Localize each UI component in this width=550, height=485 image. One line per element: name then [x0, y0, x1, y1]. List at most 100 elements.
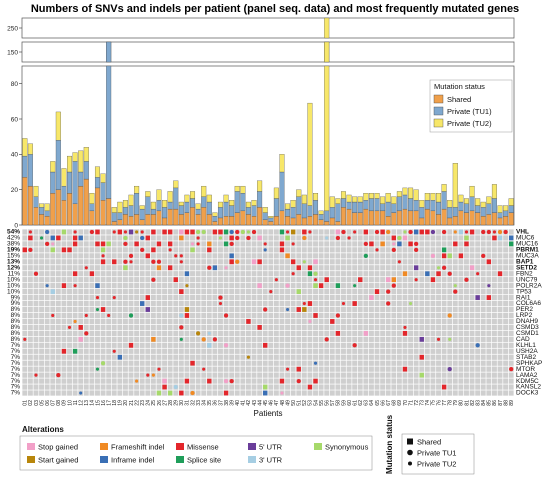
grid-cell — [184, 330, 190, 337]
mutation-tu2-mark — [246, 230, 250, 234]
grid-cell — [139, 390, 145, 396]
grid-cell — [441, 235, 447, 241]
bar-segment — [44, 210, 50, 217]
grid-cell — [156, 247, 162, 253]
grid-cell — [229, 366, 235, 372]
grid-cell — [324, 294, 330, 301]
bar-segment — [245, 207, 251, 215]
grid-cell — [50, 253, 56, 259]
grid-cell — [145, 378, 151, 384]
bar-segment — [285, 208, 291, 217]
mutation-shared-mark — [145, 235, 150, 241]
grid-cell — [491, 330, 497, 337]
patient-id: 56 — [325, 400, 331, 406]
gene-frequency: 7% — [11, 348, 21, 355]
grid-cell — [447, 241, 453, 247]
grid-cell — [67, 306, 72, 313]
grid-cell — [341, 318, 346, 325]
bar-segment — [201, 185, 207, 197]
mutation-shared-mark — [307, 271, 313, 277]
grid-cell — [341, 354, 346, 360]
grid-cell — [329, 354, 335, 360]
mutation-shared-mark — [179, 229, 184, 235]
grid-cell — [313, 342, 318, 348]
grid-cell — [44, 390, 50, 396]
patient-id: 44 — [257, 400, 263, 406]
grid-cell — [402, 384, 408, 390]
bar-segment — [408, 210, 414, 226]
grid-cell — [61, 318, 67, 325]
grid-cell — [106, 354, 112, 360]
grid-cell — [245, 288, 251, 295]
bar-segment — [408, 198, 414, 212]
grid-cell — [117, 378, 123, 384]
grid-cell — [111, 283, 117, 289]
patient-id: 51 — [297, 400, 303, 406]
grid-cell — [145, 283, 151, 289]
grid-cell — [39, 247, 45, 253]
grid-cell — [503, 324, 509, 331]
grid-cell — [480, 384, 486, 390]
alteration-label: Inframe indel — [111, 456, 155, 465]
grid-cell — [374, 265, 380, 271]
patient-id: 63 — [364, 400, 370, 406]
grid-cell — [206, 306, 212, 313]
bar-segment — [441, 208, 447, 226]
grid-cell — [313, 372, 318, 378]
grid-cell — [408, 384, 414, 390]
bar-segment — [329, 207, 335, 219]
grid-cell — [313, 229, 318, 235]
grid-cell — [72, 330, 78, 337]
patient-id: 29 — [174, 400, 180, 406]
grid-cell — [447, 318, 453, 325]
grid-cell — [44, 265, 50, 271]
bar-segment — [324, 221, 330, 226]
grid-cell — [39, 253, 45, 259]
grid-cell — [89, 265, 95, 271]
bar-segment — [55, 140, 61, 190]
grid-cell — [61, 265, 67, 271]
grid-cell — [50, 265, 56, 271]
grid-cell — [301, 312, 307, 319]
grid-cell — [195, 384, 201, 390]
grid-cell — [223, 372, 229, 378]
mutation-shared-mark — [22, 247, 27, 253]
grid-cell — [206, 229, 212, 235]
grid-cell — [134, 372, 140, 378]
bar-segment — [240, 193, 246, 212]
grid-cell — [346, 306, 352, 313]
grid-cell — [150, 348, 156, 354]
grid-cell — [491, 390, 497, 396]
grid-cell — [156, 235, 162, 241]
grid-cell — [352, 277, 358, 283]
grid-cell — [83, 259, 89, 265]
grid-cell — [128, 241, 134, 247]
grid-cell — [190, 288, 195, 295]
grid-cell — [273, 294, 279, 301]
grid-cell — [424, 312, 430, 319]
grid-cell — [95, 336, 100, 342]
grid-cell — [424, 235, 430, 241]
grid-cell — [402, 300, 408, 307]
grid-cell — [89, 235, 95, 241]
grid-cell — [285, 342, 291, 348]
grid-cell — [117, 366, 123, 372]
grid-cell — [190, 378, 195, 384]
grid-cell — [329, 366, 335, 372]
grid-cell — [67, 259, 72, 265]
grid-cell — [201, 241, 207, 247]
grid-cell — [480, 366, 486, 372]
grid-cell — [324, 306, 330, 313]
grid-cell — [106, 271, 112, 277]
grid-cell — [329, 330, 335, 337]
grid-cell — [61, 366, 67, 372]
grid-cell — [447, 259, 453, 265]
grid-cell — [279, 259, 285, 265]
mutation-tu2-mark — [286, 307, 290, 312]
grid-cell — [262, 348, 268, 354]
grid-cell — [380, 306, 386, 313]
grid-cell — [324, 342, 330, 348]
bar-segment — [184, 212, 190, 226]
grid-cell — [441, 372, 447, 378]
grid-cell — [413, 360, 419, 366]
